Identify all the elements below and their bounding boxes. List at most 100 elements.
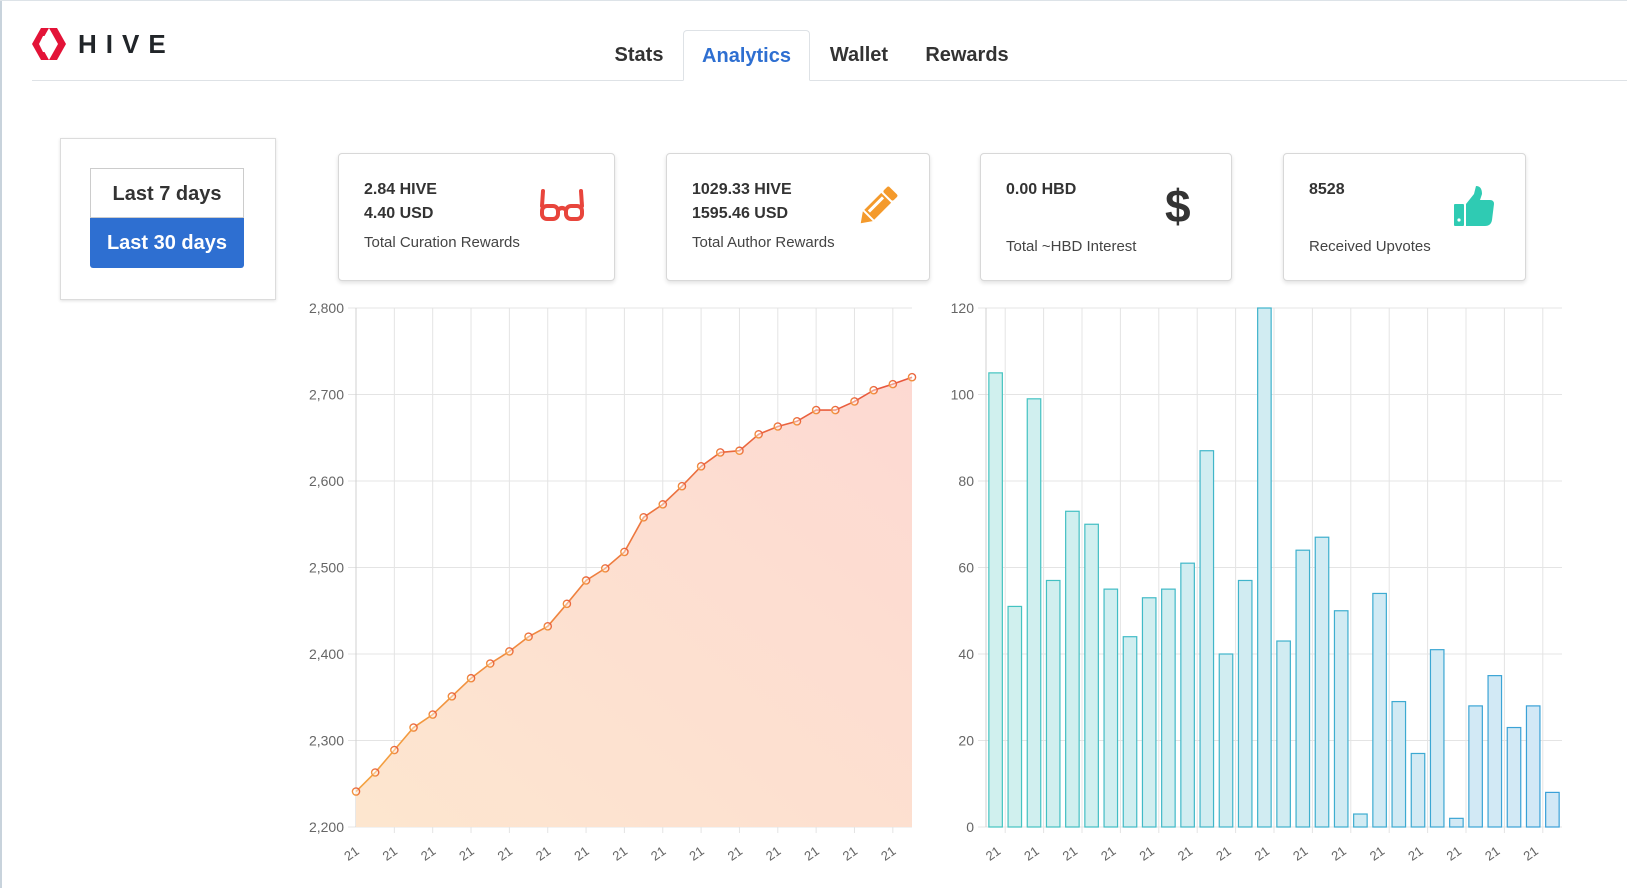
last-30-days-button[interactable]: Last 30 days: [90, 218, 244, 268]
x-tick-label: 21: [983, 843, 1003, 864]
data-point: [447, 692, 457, 701]
bar: [1007, 605, 1023, 828]
data-point: [543, 622, 553, 631]
data-point: [370, 768, 380, 777]
author-hive-value: 1029.33 HIVE: [692, 181, 792, 198]
data-point: [831, 405, 840, 415]
bar: [1372, 592, 1387, 828]
data-point: [773, 422, 783, 431]
window-top-edge: [0, 0, 1627, 1]
author-usd-value: 1595.46 USD: [692, 205, 789, 222]
y-tick-label: 120: [951, 300, 975, 316]
x-tick-label: 21: [763, 843, 783, 864]
bar: [1065, 510, 1080, 828]
bar: [988, 372, 1003, 828]
data-point: [792, 417, 802, 426]
curation-rewards-card: 2.84 HIVE 4.40 USD Total Curation Reward…: [338, 153, 615, 281]
bar: [1545, 791, 1560, 828]
glasses-icon: [540, 189, 584, 221]
bar: [1045, 579, 1061, 828]
data-point: [466, 673, 476, 683]
data-point: [485, 659, 495, 668]
x-tick-label: 21: [686, 843, 706, 864]
data-point: [907, 372, 917, 382]
data-point: [754, 429, 763, 439]
curation-rewards-label: Total Curation Rewards: [364, 234, 520, 251]
x-tick-label: 21: [1328, 843, 1348, 864]
x-tick-label: 21: [1060, 843, 1080, 864]
received-upvotes-card: 8528 Received Upvotes: [1283, 153, 1526, 281]
bar: [1487, 675, 1503, 828]
y-tick-label: 2,200: [309, 819, 344, 835]
upvotes-count: 8528: [1309, 181, 1345, 198]
x-tick-label: 21: [1520, 843, 1540, 864]
y-tick-label: 2,700: [309, 387, 344, 403]
bar: [1199, 450, 1215, 828]
data-point: [735, 446, 744, 456]
curation-usd-value: 4.40 USD: [364, 205, 434, 222]
bar: [1525, 705, 1541, 828]
data-point: [715, 448, 725, 457]
tab-wallet[interactable]: Wallet: [829, 44, 889, 66]
y-tick-label: 60: [958, 560, 974, 576]
curation-area-chart: 2,200 2,300 2,400 2,500 2,600 2,700 2,800 21 21 2…: [309, 300, 917, 864]
upvotes-bar-chart: 0 20 40 60 80 100 120 21 21 21 21 21 21 21 21 21 21 21 21 2…: [951, 300, 1562, 864]
data-point: [639, 513, 648, 522]
data-point: [696, 461, 706, 471]
x-tick-label: 21: [571, 843, 591, 864]
x-tick-label: 21: [533, 843, 553, 864]
data-point: [524, 632, 533, 642]
bar: [1257, 307, 1272, 828]
date-range-selector: Last 7 days Last 30 days: [60, 138, 276, 300]
y-tick-label: 0: [966, 819, 974, 835]
x-tick-label: 21: [1021, 843, 1041, 864]
x-tick-label: 21: [1405, 843, 1425, 864]
x-tick-label: 21: [1213, 843, 1233, 864]
x-tick-label: 21: [495, 843, 515, 864]
bar: [1391, 700, 1407, 828]
bar: [1449, 817, 1464, 828]
y-tick-label: 2,400: [309, 646, 344, 662]
data-point: [390, 745, 399, 755]
x-tick-label: 21: [1290, 843, 1310, 864]
y-tick-label: 2,300: [309, 733, 344, 749]
data-point: [600, 564, 610, 573]
last-7-days-button[interactable]: Last 7 days: [90, 168, 244, 218]
x-tick-label: 21: [648, 843, 668, 864]
x-tick-label: 21: [380, 843, 400, 864]
data-point: [811, 405, 821, 415]
data-point: [562, 599, 572, 609]
x-tick-label: 21: [610, 843, 630, 864]
tab-rewards[interactable]: Rewards: [925, 44, 1009, 66]
bar: [1468, 705, 1483, 828]
data-point: [581, 576, 591, 585]
author-rewards-label: Total Author Rewards: [692, 234, 835, 251]
tab-stats[interactable]: Stats: [614, 44, 664, 66]
data-point: [677, 481, 687, 491]
bar: [1276, 640, 1291, 828]
brand-name: HIVE: [78, 28, 175, 59]
bar: [1410, 752, 1426, 828]
bar: [1237, 579, 1253, 828]
data-point: [658, 500, 668, 509]
hive-logo[interactable]: HIVE: [32, 28, 175, 60]
bar: [1218, 653, 1234, 828]
pencil-icon: [860, 186, 898, 224]
author-rewards-card: 1029.33 HIVE 1595.46 USD Total Author Re…: [666, 153, 930, 281]
tab-analytics[interactable]: Analytics: [683, 30, 810, 81]
bar: [1180, 562, 1195, 828]
bar: [1429, 649, 1445, 828]
data-point: [869, 385, 878, 395]
x-tick-label: 21: [1444, 843, 1464, 864]
y-tick-label: 2,500: [309, 560, 344, 576]
bar: [1314, 536, 1330, 828]
data-point: [409, 723, 418, 732]
data-point: [620, 547, 629, 557]
curation-hive-value: 2.84 HIVE: [364, 181, 437, 198]
data-point: [888, 379, 898, 389]
data-point: [505, 647, 514, 656]
x-tick-label: 21: [1367, 843, 1387, 864]
hbd-interest-label: Total ~HBD Interest: [1006, 238, 1137, 255]
hbd-interest-value: 0.00 HBD: [1006, 181, 1077, 198]
y-tick-label: 100: [951, 387, 975, 403]
